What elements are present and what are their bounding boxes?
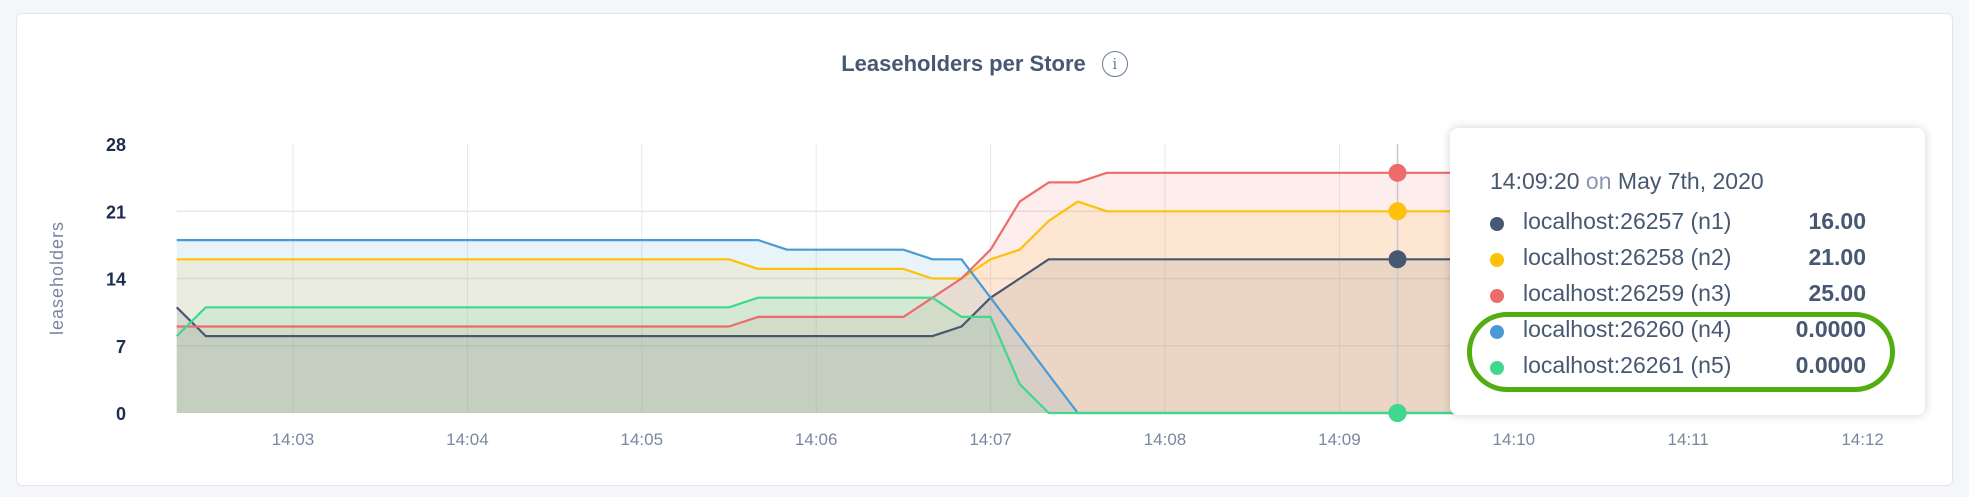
tooltip-date: May 7th, 2020: [1617, 168, 1764, 194]
hover-marker-n3: [1388, 163, 1407, 182]
hover-marker-n5: [1388, 404, 1407, 422]
y-tick-label: 28: [106, 135, 126, 155]
tooltip-row-label: localhost:26260 (n4): [1523, 316, 1732, 342]
x-tick-label: 14:11: [1668, 430, 1709, 449]
chart-title-row: Leaseholders per Store i: [0, 50, 1969, 78]
tooltip-row-value: 0.0000: [1795, 352, 1866, 378]
tooltip-row-label: localhost:26259 (n3): [1523, 280, 1732, 306]
series-line-n2: [176, 200, 1863, 280]
tooltip-row-value: 25.00: [1808, 280, 1866, 306]
series-line-n4: [176, 239, 1863, 415]
y-tick-label: 7: [116, 337, 126, 357]
x-tick-label: 14:08: [1144, 430, 1187, 449]
tooltip-row-value: 21.00: [1808, 244, 1866, 270]
x-tick-label: 14:03: [272, 430, 315, 449]
x-tick-label: 14:12: [1841, 430, 1884, 449]
tooltip-row: localhost:26261 (n5) 0.0000: [1490, 352, 1880, 386]
tooltip-row-value: 0.0000: [1795, 316, 1866, 342]
info-icon[interactable]: i: [1101, 51, 1128, 78]
tooltip-row-label: localhost:26257 (n1): [1523, 208, 1732, 234]
tooltip-row-value: 16.00: [1808, 208, 1866, 234]
x-tick-label: 14:10: [1493, 430, 1536, 449]
tooltip-row-label: localhost:26261 (n5): [1523, 352, 1732, 378]
series-dot-icon: [1490, 253, 1504, 267]
x-tick-label: 14:09: [1318, 430, 1361, 449]
chart-title: Leaseholders per Store: [841, 51, 1086, 77]
tooltip-row-label: localhost:26258 (n2): [1523, 244, 1732, 270]
hover-marker-n1: [1388, 250, 1407, 269]
hover-marker-n2: [1388, 202, 1407, 221]
series-dot-icon: [1490, 217, 1504, 231]
y-tick-label: 21: [106, 202, 126, 222]
x-tick-label: 14:07: [969, 430, 1012, 449]
tooltip-on: on: [1585, 168, 1612, 194]
y-axis-label: leaseholders: [47, 221, 67, 335]
tooltip-row: localhost:26258 (n2) 21.00: [1490, 244, 1880, 278]
series-line-n5: [175, 296, 1863, 415]
highlight-annotation: [1467, 312, 1895, 392]
tooltip-row: localhost:26257 (n1) 16.00: [1490, 208, 1880, 242]
series-dot-icon: [1490, 289, 1504, 303]
series-area-n2: [176, 201, 1863, 413]
series-line-n1: [175, 258, 1863, 338]
y-tick-label: 14: [106, 270, 126, 290]
tooltip-header: 14:09:20 on May 7th, 2020: [1490, 168, 1764, 195]
y-tick-label: 0: [116, 404, 126, 424]
x-tick-label: 14:04: [446, 430, 489, 449]
tooltip: 14:09:20 on May 7th, 2020 localhost:2625…: [1450, 128, 1925, 415]
series-area-n4: [176, 240, 1863, 413]
tooltip-row: localhost:26260 (n4) 0.0000: [1490, 316, 1880, 350]
tooltip-row: localhost:26259 (n3) 25.00: [1490, 280, 1880, 314]
tooltip-time: 14:09:20: [1490, 168, 1580, 194]
x-tick-label: 14:06: [795, 430, 838, 449]
series-area-n3: [176, 172, 1863, 413]
x-tick-label: 14:05: [621, 430, 664, 449]
series-line-n3: [176, 171, 1863, 328]
